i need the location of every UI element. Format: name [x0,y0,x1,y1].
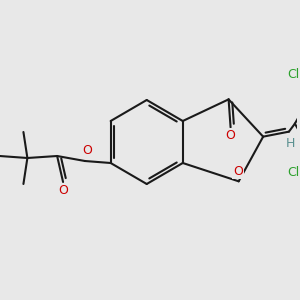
Text: O: O [82,145,92,158]
Text: O: O [233,165,243,178]
Text: O: O [226,129,236,142]
Text: Cl: Cl [287,166,299,179]
Text: O: O [58,184,68,197]
Text: Cl: Cl [287,68,299,81]
Text: H: H [286,137,296,150]
